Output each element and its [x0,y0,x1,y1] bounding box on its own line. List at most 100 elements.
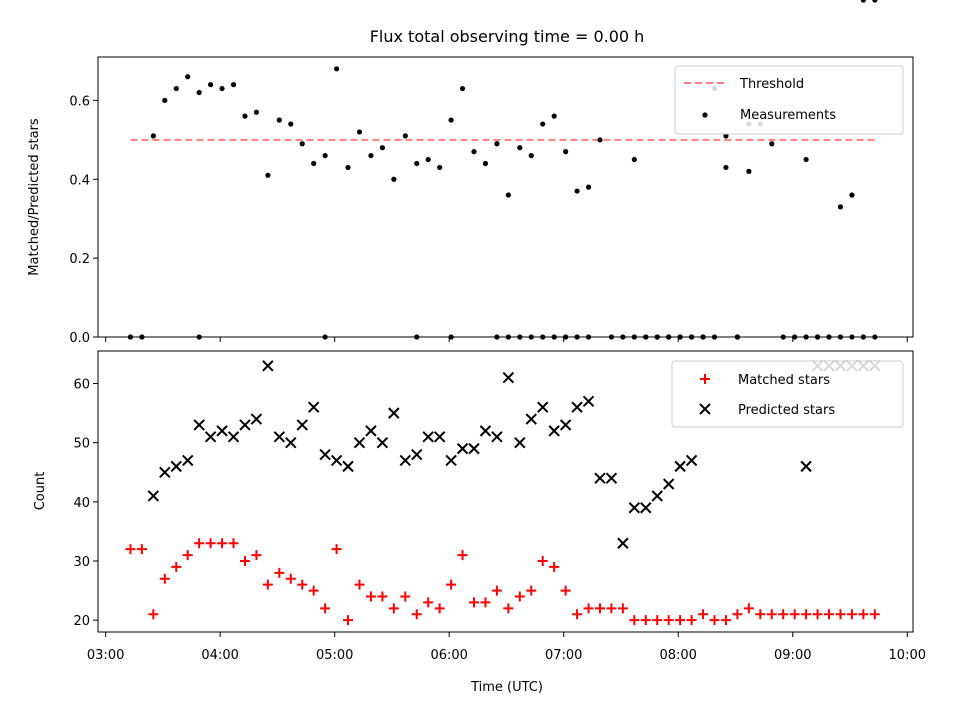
measurement-point [551,113,557,119]
measurement-point [574,188,580,194]
predicted-star-point [159,466,171,478]
matched-star-point [217,538,228,549]
measurement-point [333,66,340,72]
legend-matched-label: Matched stars [738,373,830,388]
bottom-legend-box [671,360,904,428]
matched-star-point [686,615,697,626]
measurement-point [540,121,546,127]
x-tick-label: 08:00 [659,648,696,663]
predicted-star-point [216,425,228,437]
matched-star-point [400,591,411,602]
predicted-star-point [651,490,663,502]
measurement-point [265,172,271,178]
matched-star-point [297,579,308,590]
predicted-star-point [617,537,629,549]
matched-star-point [343,615,354,626]
legend-matched-swatch [700,374,710,384]
matched-star-point [549,561,560,572]
x-tick-label: 05:00 [316,648,353,663]
measurement-point [482,160,489,167]
matched-star-point [239,556,250,567]
matched-star-point [331,544,342,555]
predicted-star-point [674,460,686,473]
bottom-panel-frame [97,350,914,633]
x-tick-label: 04:00 [201,648,238,663]
matched-star-point [846,609,857,620]
predicted-star-point [605,472,618,484]
measurement-point [414,160,420,167]
predicted-star-point [330,454,343,467]
matched-star-point [514,591,525,602]
predicted-star-point [365,425,377,437]
legend-predicted-swatch [699,403,711,415]
measurement-point [517,145,523,151]
legend-measurements-label: Measurements [740,108,836,123]
x-tick-label: 06:00 [430,648,467,663]
legend-threshold-label: Threshold [739,77,804,92]
predicted-star-point [170,460,182,473]
predicted-star-point [239,419,251,431]
predicted-star-point [525,413,537,425]
bottom-legend: Matched stars Predicted stars [671,360,904,428]
legend-measurements-swatch [702,112,708,118]
predicted-star-point [307,401,320,413]
matched-star-point [801,609,812,620]
top-panel-frame [97,56,914,338]
measurement-point [322,152,328,159]
matched-star-point [365,591,376,602]
matched-star-point [663,615,674,626]
predicted-star-point [537,401,549,413]
matched-star-point [205,538,216,549]
measurement-point [311,160,317,167]
matched-star-point [812,609,823,620]
measurement-point [299,141,305,147]
matched-star-point [709,615,720,626]
predicted-star-point [594,472,606,484]
bottom-panel-marks [125,360,881,626]
top-panel-y-ticks: 0.0 0.2 0.4 0.6 [69,94,98,346]
measurement-point [723,133,729,139]
bottom-panel-y-ticks: 20 30 40 50 60 [73,378,98,629]
measurement-point [173,85,179,92]
matched-star-point [228,538,239,549]
predicted-star-point [181,454,194,467]
matched-star-point [469,597,480,608]
predicted-star-point [582,395,595,407]
bottom-panel: 20 30 40 50 60 03:00 04:00 05:00 06:00 07:00 08:0… [33,350,926,695]
matched-star-point [537,556,548,567]
measurement-point [505,192,511,198]
predicted-star-point [433,431,446,443]
matched-star-point [583,603,594,614]
measurement-point [723,164,729,171]
measurement-point [356,129,363,135]
chart-title: Flux total observing time = 0.00 h [370,27,645,46]
measurement-point [253,109,260,115]
bottom-panel-y-label: Count [33,472,48,511]
predicted-star-point [456,442,469,455]
predicted-star-point [479,425,492,437]
predicted-star-point [296,419,308,431]
measurement-point [288,121,294,127]
matched-star-point [858,609,869,620]
measurement-point [563,149,569,155]
measurement-point [585,184,592,190]
matched-star-point [125,544,136,555]
measurement-point [849,192,855,198]
top-y-tick-label: 0.2 [69,252,90,267]
top-panel-marks [127,0,878,340]
measurement-point [402,133,408,139]
matched-star-point [503,603,514,614]
matched-star-point [732,609,743,620]
matched-star-point [755,609,766,620]
bottom-panel-x-ticks: 03:00 04:00 05:00 06:00 07:00 08:00 09:00 10:00 [87,632,926,663]
top-legend: Threshold Measurements [674,65,904,135]
measurement-point [196,89,202,96]
matched-star-point [824,609,835,620]
measurement-point [162,97,168,103]
predicted-star-point [376,436,389,449]
predicted-star-point [319,448,331,461]
matched-star-point [423,597,434,608]
predicted-star-point [445,454,457,467]
matched-star-point [675,615,686,626]
